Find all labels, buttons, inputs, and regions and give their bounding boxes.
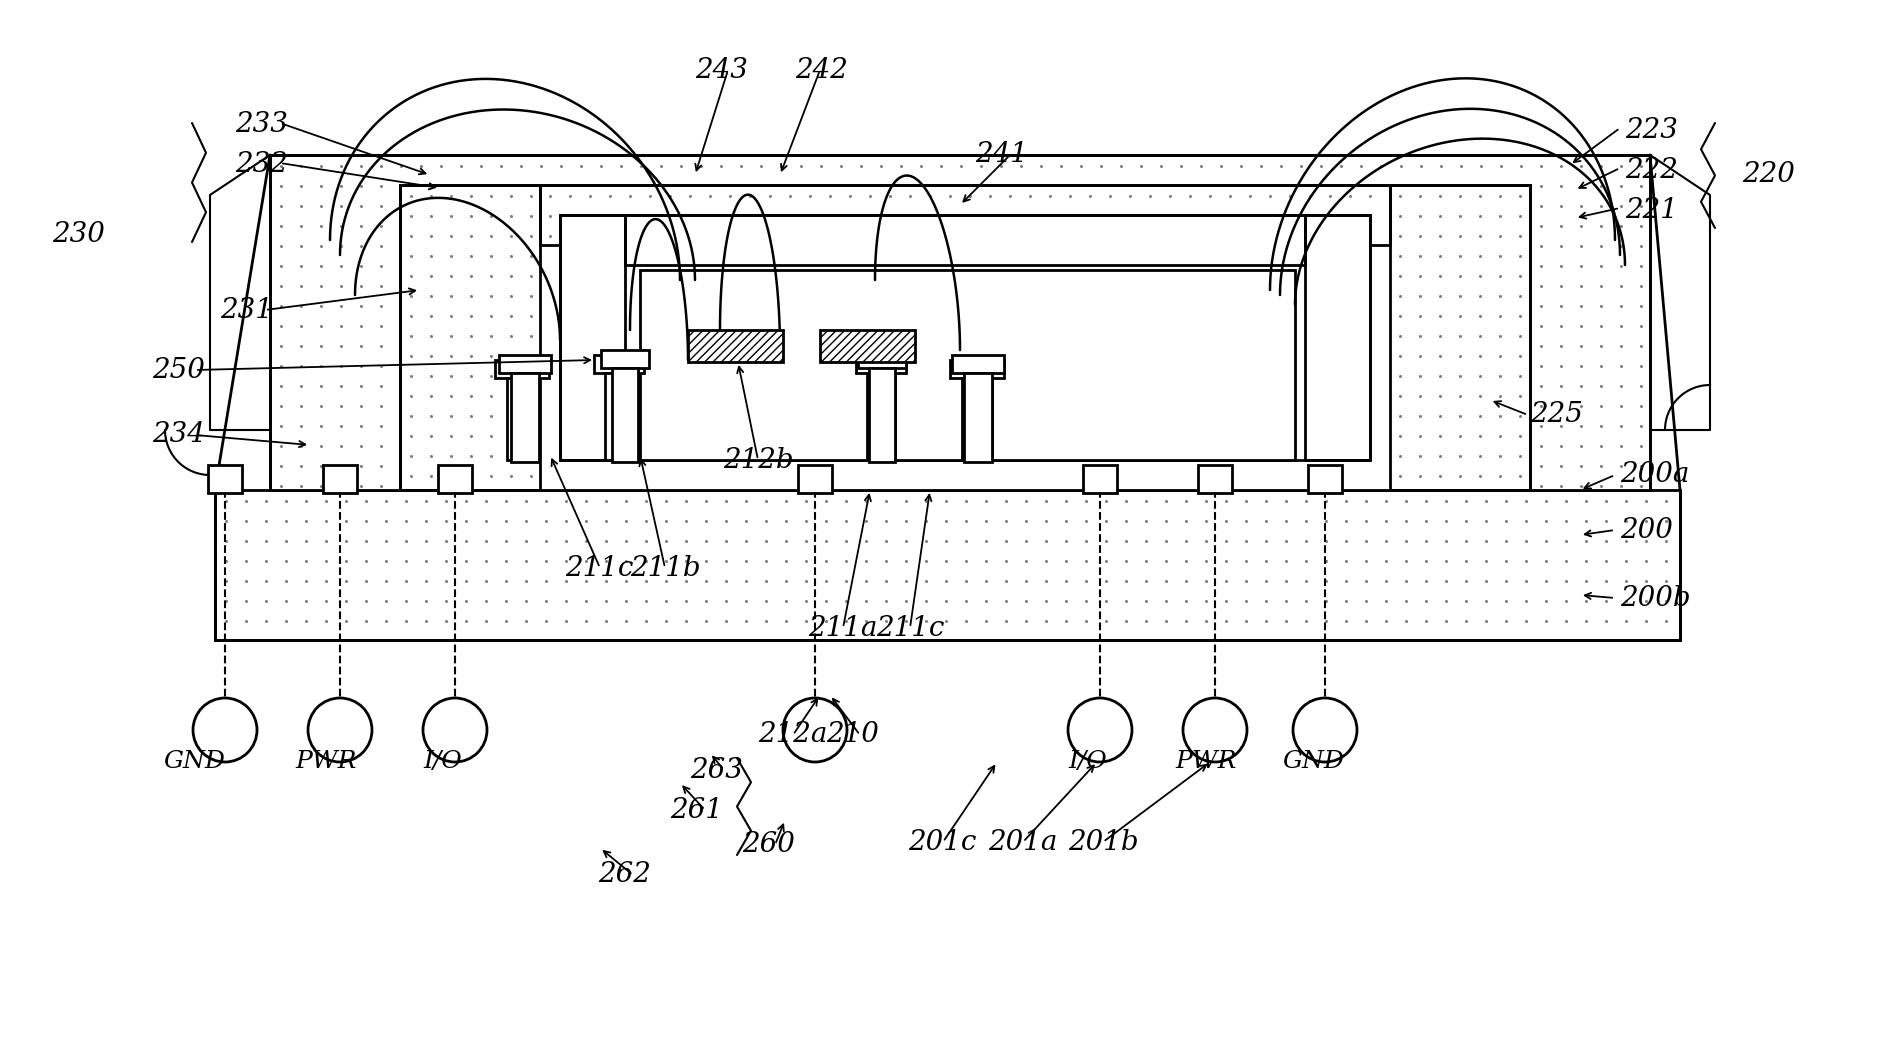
Bar <box>858 351 905 367</box>
Bar <box>495 360 550 378</box>
Text: 225: 225 <box>1530 401 1583 429</box>
Text: 212b: 212b <box>723 447 792 473</box>
Bar <box>856 355 905 373</box>
Text: 242: 242 <box>794 56 847 84</box>
Bar <box>625 215 1304 265</box>
Bar <box>1197 465 1231 493</box>
Circle shape <box>1293 698 1357 762</box>
Circle shape <box>192 698 256 762</box>
Bar <box>439 465 472 493</box>
Text: GND: GND <box>164 751 224 773</box>
Bar <box>1389 185 1530 490</box>
Text: 261: 261 <box>670 796 723 824</box>
Text: I/O: I/O <box>1067 751 1107 773</box>
Text: 262: 262 <box>598 862 651 889</box>
Bar <box>866 373 894 460</box>
Bar <box>1308 465 1342 493</box>
Bar <box>950 360 1003 378</box>
Circle shape <box>309 698 373 762</box>
Bar <box>952 355 1003 373</box>
Text: 234: 234 <box>152 421 205 449</box>
Text: 201a: 201a <box>988 828 1058 856</box>
Text: 212a: 212a <box>758 721 826 749</box>
Bar <box>499 355 551 373</box>
Text: 211b: 211b <box>630 555 700 581</box>
Bar <box>687 330 783 362</box>
Bar <box>798 465 832 493</box>
Text: 211c: 211c <box>875 614 945 642</box>
Bar <box>269 155 1649 490</box>
Text: 233: 233 <box>235 111 288 139</box>
Text: 220: 220 <box>1741 162 1794 189</box>
Bar <box>964 373 992 462</box>
Bar <box>600 351 649 367</box>
Bar <box>324 465 358 493</box>
Bar <box>506 378 536 460</box>
Text: 243: 243 <box>694 56 747 84</box>
Circle shape <box>1182 698 1246 762</box>
Text: 263: 263 <box>689 756 743 784</box>
Bar <box>962 378 992 460</box>
Text: 222: 222 <box>1624 157 1677 183</box>
Bar <box>207 465 243 493</box>
Text: 232: 232 <box>235 151 288 179</box>
Text: 201b: 201b <box>1067 828 1139 856</box>
Bar <box>399 185 1530 490</box>
Bar <box>819 330 915 362</box>
Bar <box>1082 465 1116 493</box>
Text: 200a: 200a <box>1619 462 1688 488</box>
Bar <box>593 355 644 373</box>
Text: 241: 241 <box>975 142 1028 168</box>
Circle shape <box>1067 698 1131 762</box>
Bar <box>604 373 632 460</box>
Text: 211a: 211a <box>807 614 877 642</box>
Text: PWR: PWR <box>1174 751 1236 773</box>
Bar <box>1304 215 1370 460</box>
Bar <box>612 367 638 462</box>
Text: 201c: 201c <box>907 828 977 856</box>
Text: 221: 221 <box>1624 197 1677 223</box>
Text: 260: 260 <box>742 831 794 859</box>
Text: 250: 250 <box>152 357 205 383</box>
Bar <box>868 367 894 462</box>
Text: 210: 210 <box>826 721 879 749</box>
Bar <box>510 373 538 462</box>
Circle shape <box>423 698 487 762</box>
Text: 211c: 211c <box>565 555 632 581</box>
Bar <box>540 185 1389 245</box>
Text: 200: 200 <box>1619 517 1671 543</box>
Text: GND: GND <box>1282 751 1344 773</box>
Bar <box>640 270 1295 460</box>
Text: PWR: PWR <box>295 751 356 773</box>
Bar <box>399 185 540 490</box>
Text: I/O: I/O <box>423 751 461 773</box>
Text: 223: 223 <box>1624 116 1677 144</box>
Circle shape <box>783 698 847 762</box>
Text: 231: 231 <box>220 297 273 323</box>
Text: 200b: 200b <box>1619 585 1690 611</box>
Bar <box>559 215 625 460</box>
Bar <box>215 490 1679 640</box>
Bar <box>559 215 1370 460</box>
Text: 230: 230 <box>53 221 105 249</box>
